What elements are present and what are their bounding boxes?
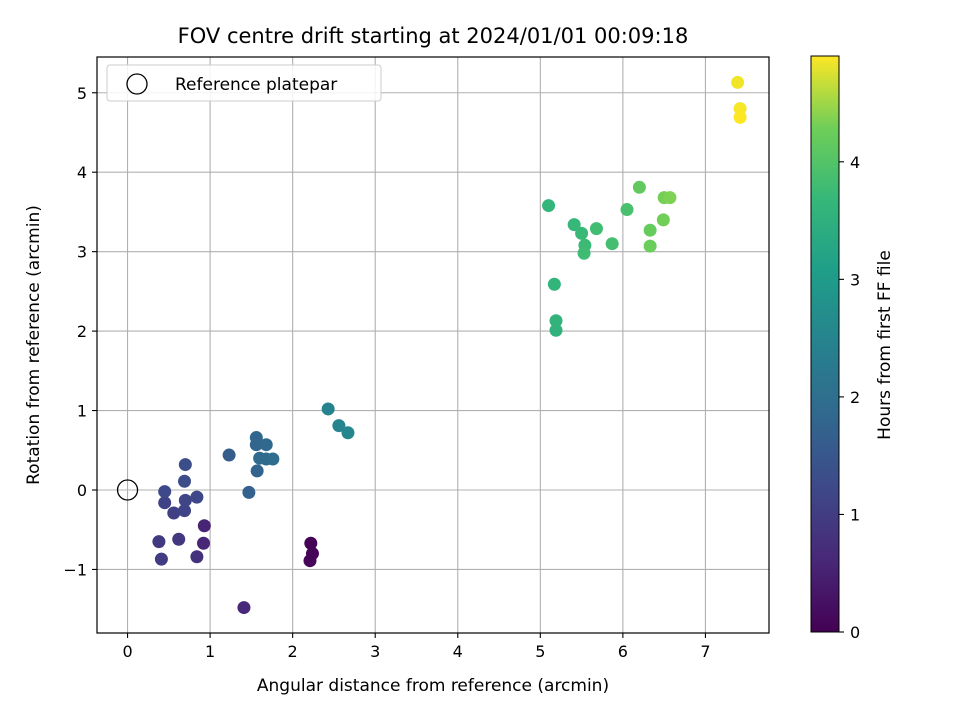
data-point bbox=[542, 199, 556, 213]
data-point bbox=[733, 110, 747, 124]
colorbar-tick-label: 0 bbox=[850, 623, 860, 642]
colorbar-tick-label: 3 bbox=[850, 270, 860, 289]
y-tick-label: −1 bbox=[63, 560, 87, 579]
x-tick-label: 7 bbox=[700, 642, 710, 661]
data-point bbox=[190, 550, 204, 564]
data-point bbox=[266, 452, 280, 466]
data-point bbox=[178, 458, 192, 472]
y-axis-ticks: −1 0 1 2 3 4 5 bbox=[63, 84, 97, 579]
data-point bbox=[197, 519, 211, 533]
colorbar: 0 1 2 3 4 Hours from first FF file bbox=[810, 55, 895, 642]
data-point bbox=[249, 431, 263, 445]
data-point bbox=[196, 536, 210, 550]
data-point bbox=[303, 554, 317, 568]
data-point bbox=[259, 438, 273, 452]
reference-point bbox=[116, 479, 139, 501]
data-point bbox=[167, 506, 181, 520]
y-tick-label: 1 bbox=[77, 402, 87, 421]
data-point bbox=[332, 419, 346, 433]
data-point bbox=[341, 426, 355, 440]
data-point bbox=[152, 535, 166, 549]
data-point bbox=[643, 239, 657, 253]
reference-marker bbox=[116, 479, 139, 501]
chart-title: FOV centre drift starting at 2024/01/01 … bbox=[178, 24, 689, 48]
data-point bbox=[632, 180, 646, 194]
x-tick-label: 6 bbox=[618, 642, 628, 661]
y-tick-label: 3 bbox=[77, 243, 87, 262]
grid-lines bbox=[97, 57, 769, 633]
legend: Reference platepar bbox=[106, 64, 382, 102]
data-point bbox=[605, 237, 619, 251]
x-tick-label: 2 bbox=[288, 642, 298, 661]
x-axis-ticks: 0 1 2 3 4 5 6 7 bbox=[122, 633, 711, 661]
data-point bbox=[190, 490, 204, 504]
data-point bbox=[242, 485, 256, 499]
legend-marker-icon bbox=[126, 73, 148, 95]
data-point bbox=[321, 402, 335, 416]
y-tick-label: 2 bbox=[77, 322, 87, 341]
data-point bbox=[547, 277, 561, 291]
legend-entry-label: Reference platepar bbox=[175, 75, 337, 95]
data-point bbox=[172, 532, 186, 546]
colorbar-tick-label: 1 bbox=[850, 505, 860, 524]
data-point bbox=[304, 536, 318, 550]
data-points bbox=[152, 75, 747, 615]
data-point bbox=[577, 246, 591, 260]
data-point bbox=[178, 474, 192, 488]
data-point bbox=[178, 504, 192, 518]
x-tick-label: 5 bbox=[535, 642, 545, 661]
x-tick-label: 3 bbox=[370, 642, 380, 661]
y-tick-label: 5 bbox=[77, 84, 87, 103]
data-point bbox=[589, 222, 603, 236]
x-tick-label: 4 bbox=[453, 642, 463, 661]
legend-box bbox=[106, 64, 382, 102]
colorbar-tick-label: 2 bbox=[850, 388, 860, 407]
x-tick-label: 1 bbox=[205, 642, 215, 661]
data-point bbox=[178, 493, 192, 507]
colorbar-label: Hours from first FF file bbox=[875, 250, 895, 440]
y-tick-label: 0 bbox=[77, 481, 87, 500]
data-point bbox=[158, 485, 172, 499]
data-point bbox=[237, 601, 251, 615]
data-point bbox=[549, 323, 563, 337]
data-point bbox=[575, 226, 589, 240]
data-point bbox=[158, 496, 172, 510]
data-point bbox=[549, 314, 563, 328]
plot-frame bbox=[96, 56, 770, 634]
x-tick-label: 0 bbox=[122, 642, 132, 661]
data-point bbox=[222, 448, 236, 462]
data-point bbox=[663, 191, 677, 205]
y-axis-label: Rotation from reference (arcmin) bbox=[24, 205, 44, 485]
y-tick-label: 4 bbox=[77, 163, 87, 182]
data-point bbox=[567, 218, 581, 232]
x-axis-label: Angular distance from reference (arcmin) bbox=[257, 676, 609, 696]
data-point bbox=[620, 203, 634, 217]
data-point bbox=[250, 464, 264, 478]
data-point bbox=[154, 552, 168, 566]
colorbar-ticks: 0 1 2 3 4 bbox=[839, 153, 860, 642]
data-point bbox=[643, 223, 657, 237]
colorbar-gradient bbox=[810, 55, 840, 633]
data-point bbox=[656, 213, 670, 227]
colorbar-tick-label: 4 bbox=[850, 153, 860, 172]
data-point bbox=[731, 75, 745, 89]
